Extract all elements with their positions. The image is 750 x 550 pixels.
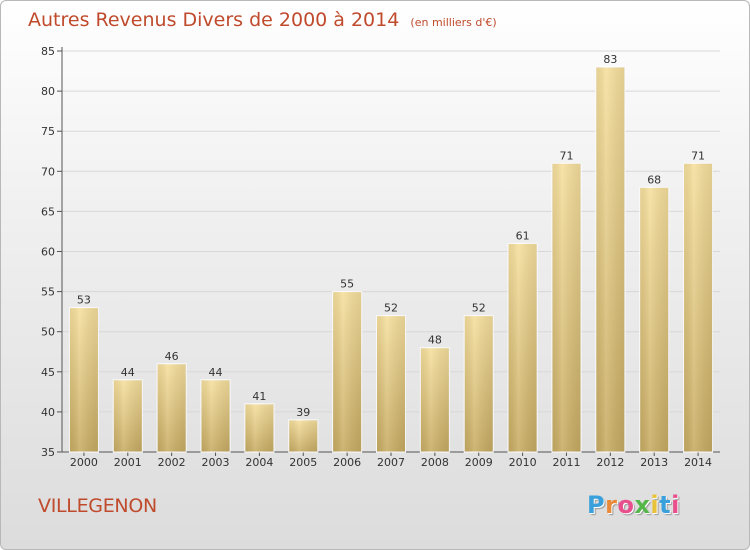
x-tick-label: 2004 xyxy=(245,456,273,469)
bar-shade xyxy=(69,307,99,452)
bar-shade xyxy=(683,163,713,452)
logo-letter: i xyxy=(650,491,660,519)
y-tick-label: 45 xyxy=(41,366,55,379)
x-tick-label: 2001 xyxy=(114,456,142,469)
x-tick-label: 2013 xyxy=(640,456,668,469)
bar-shade xyxy=(376,315,406,452)
y-tick-label: 55 xyxy=(41,286,55,299)
data-label: 71 xyxy=(559,149,573,162)
logo-letter: P xyxy=(587,491,606,519)
logo-letter: o xyxy=(617,491,635,519)
chart-title-row: Autres Revenus Divers de 2000 à 2014 (en… xyxy=(28,9,497,31)
bars xyxy=(68,66,714,453)
x-tick-label: 2003 xyxy=(202,456,230,469)
data-label: 71 xyxy=(691,149,705,162)
y-tick-label: 50 xyxy=(41,326,55,339)
y-tick-label: 65 xyxy=(41,205,55,218)
x-tick-label: 2009 xyxy=(465,456,493,469)
bar-shade xyxy=(201,379,231,452)
x-tick-label: 2011 xyxy=(552,456,580,469)
place-name: VILLEGENON xyxy=(38,495,157,517)
data-label: 52 xyxy=(472,302,486,315)
bar-shade xyxy=(508,243,538,452)
chart-title: Autres Revenus Divers de 2000 à 2014 xyxy=(28,9,400,31)
bar-shade xyxy=(551,163,581,452)
bar-shade xyxy=(420,347,450,452)
bar-shade xyxy=(595,67,625,452)
data-label: 52 xyxy=(384,302,398,315)
x-tick-label: 2008 xyxy=(421,456,449,469)
y-tick-label: 80 xyxy=(41,85,55,98)
x-tick-label: 2012 xyxy=(596,456,624,469)
y-tick-label: 35 xyxy=(41,446,55,459)
logo-letter: t xyxy=(659,491,672,519)
data-label: 44 xyxy=(209,366,223,379)
x-tick-label: 2005 xyxy=(289,456,317,469)
logo-letter: x xyxy=(634,491,651,519)
y-tick-label: 75 xyxy=(41,125,55,138)
labels: 35 40 45 50 55 60 65 70 75 80 85 53 2000 44 2001 46 2002… xyxy=(41,45,712,469)
bar-shade xyxy=(157,363,187,452)
x-tick-label: 2010 xyxy=(509,456,537,469)
bar-shade xyxy=(244,403,274,452)
bar-shade xyxy=(113,379,143,452)
x-tick-label: 2002 xyxy=(158,456,186,469)
data-label: 48 xyxy=(428,334,442,347)
bar-shade xyxy=(332,291,362,452)
y-tick-label: 40 xyxy=(41,406,55,419)
data-label: 55 xyxy=(340,278,354,291)
y-tick-label: 70 xyxy=(41,165,55,178)
data-label: 46 xyxy=(165,350,179,363)
data-label: 41 xyxy=(252,390,266,403)
bar-shade xyxy=(639,187,669,452)
y-tick-label: 60 xyxy=(41,246,55,259)
bar-shade xyxy=(288,419,318,452)
x-tick-label: 2007 xyxy=(377,456,405,469)
data-label: 83 xyxy=(603,53,617,66)
logo-letter: i xyxy=(671,491,680,519)
data-label: 61 xyxy=(516,229,530,242)
data-label: 44 xyxy=(121,366,135,379)
data-label: 39 xyxy=(296,406,310,419)
x-tick-label: 2014 xyxy=(684,456,712,469)
data-label: 53 xyxy=(77,294,91,307)
x-tick-label: 2000 xyxy=(70,456,98,469)
data-label: 68 xyxy=(647,173,661,186)
bar-shade xyxy=(464,315,494,452)
x-tick-label: 2006 xyxy=(333,456,361,469)
logo-letter: r xyxy=(605,491,618,519)
chart-subtitle: (en milliers d'€) xyxy=(410,16,497,29)
proxiti-logo: Proxiti xyxy=(587,491,680,519)
y-tick-label: 85 xyxy=(41,45,55,58)
